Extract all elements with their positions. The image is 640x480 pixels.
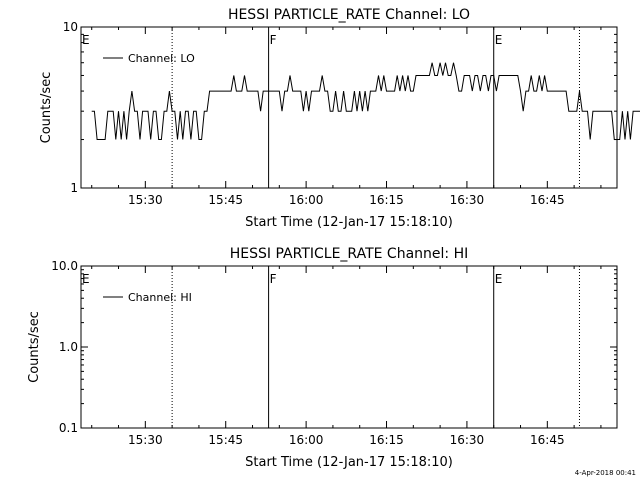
footer-timestamp: 4-Apr-2018 00:41	[575, 469, 636, 477]
panel0-x-tick-label: 16:45	[530, 193, 565, 207]
panel0-x-tick-label: 16:15	[369, 193, 404, 207]
panel1-x-tick-label: 16:45	[530, 433, 565, 447]
panel1-x-tick-label: 16:00	[289, 433, 324, 447]
panel0-chart-title: HESSI PARTICLE_RATE Channel: LO	[228, 7, 470, 23]
panel1-chart-title: HESSI PARTICLE_RATE Channel: HI	[230, 246, 468, 262]
panel1-marker-label: F	[270, 272, 277, 286]
panel0-marker-label: E	[495, 33, 503, 47]
panel1-x-tick-label: 16:15	[369, 433, 404, 447]
panel1-y-tick-label: 10.0	[51, 259, 78, 273]
panel1-x-tick-label: 16:30	[450, 433, 485, 447]
panel0-series-line	[91, 62, 640, 140]
panel1-y-tick-label: 1.0	[59, 340, 78, 354]
panel1-x-axis-label: Start Time (12-Jan-17 15:18:10)	[245, 455, 453, 470]
panel0-y-tick-label: 1	[70, 181, 78, 195]
panel0-x-tick-label: 15:30	[128, 193, 163, 207]
panel0-marker-label: E	[82, 33, 90, 47]
panel1-marker-label: E	[495, 272, 503, 286]
panel1-marker-label: E	[82, 272, 90, 286]
panel0-legend-label: Channel: LO	[128, 52, 195, 65]
hi-channel-panel: HESSI PARTICLE_RATE Channel: HI 15:30 15:4…	[27, 246, 618, 470]
panel0-x-axis-label: Start Time (12-Jan-17 15:18:10)	[245, 215, 453, 230]
panel0-x-tick-label: 15:45	[208, 193, 243, 207]
panel1-x-tick-label: 15:30	[128, 433, 163, 447]
panel1-legend-label: Channel: HI	[128, 291, 192, 304]
panel0-x-tick-label: 16:00	[289, 193, 324, 207]
panel0-x-tick-label: 16:30	[450, 193, 485, 207]
panel0-y-axis-label: Counts/sec	[39, 72, 54, 144]
panel1-x-tick-label: 15:45	[208, 433, 243, 447]
panel1-y-tick-label: 0.1	[59, 421, 78, 435]
panel0-y-tick-label: 10	[63, 20, 78, 34]
panel0-marker-label: F	[270, 33, 277, 47]
panel0-plot-frame	[80, 26, 618, 189]
panel1-y-axis-label: Counts/sec	[27, 311, 42, 383]
lo-channel-panel: HESSI PARTICLE_RATE Channel: LO 15:30 15:4…	[39, 7, 640, 230]
